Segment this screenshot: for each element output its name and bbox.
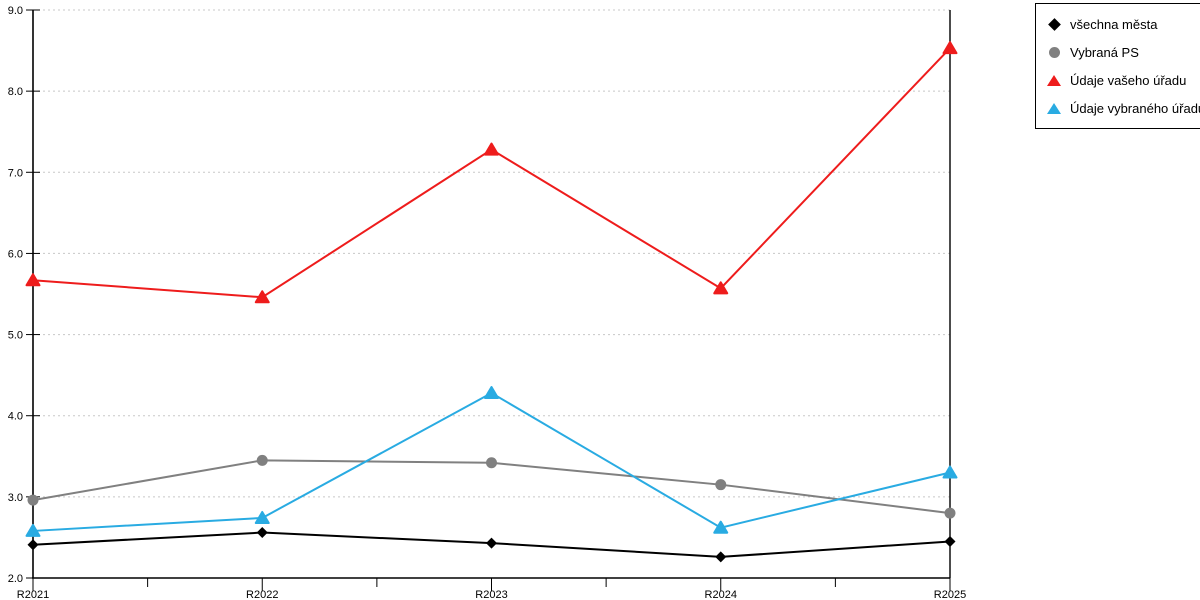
series-2 bbox=[25, 41, 958, 304]
circle-marker-icon bbox=[1046, 46, 1062, 58]
x-tick-label: R2022 bbox=[246, 589, 278, 600]
diamond-marker-icon bbox=[1046, 17, 1062, 31]
x-tick-label: R2024 bbox=[705, 589, 737, 600]
legend-label: Vybraná PS bbox=[1070, 44, 1139, 60]
series-3 bbox=[25, 385, 958, 537]
series-1 bbox=[27, 454, 956, 519]
gridlines bbox=[33, 9, 950, 498]
legend-label: všechna města bbox=[1070, 16, 1158, 32]
axes bbox=[32, 10, 951, 579]
y-tick-label: 5.0 bbox=[8, 330, 23, 342]
legend-item-vsechna-mesta: všechna města bbox=[1046, 10, 1200, 38]
x-tick-label: R2025 bbox=[934, 589, 966, 600]
series-0 bbox=[27, 527, 956, 563]
y-tick-label: 7.0 bbox=[8, 167, 23, 179]
y-tick-label: 3.0 bbox=[8, 492, 23, 504]
triangle-up-icon bbox=[1046, 74, 1062, 86]
x-tick-label: R2023 bbox=[475, 589, 507, 600]
y-tick-label: 2.0 bbox=[8, 573, 23, 585]
y-tick-label: 4.0 bbox=[8, 411, 23, 423]
legend-label: Údaje vybraného úřadu bbox=[1070, 100, 1200, 116]
legend: všechna města Vybraná PS Údaje vašeho úř… bbox=[1035, 3, 1200, 129]
legend-item-udaje-vaseho-uradu: Údaje vašeho úřadu bbox=[1046, 66, 1200, 94]
y-tick-label: 9.0 bbox=[8, 5, 23, 17]
legend-label: Údaje vašeho úřadu bbox=[1070, 72, 1187, 88]
x-axis-ticks: R2021 R2022 R2023 R2024 R2025 bbox=[17, 578, 966, 600]
x-tick-label: R2021 bbox=[17, 589, 49, 600]
legend-item-udaje-vybraneho-uradu: Údaje vybraného úřadu bbox=[1046, 94, 1200, 122]
y-tick-label: 6.0 bbox=[8, 248, 23, 260]
triangle-up-icon bbox=[1046, 102, 1062, 114]
legend-item-vybrana-ps: Vybraná PS bbox=[1046, 38, 1200, 66]
y-axis-ticks: 2.0 3.0 4.0 5.0 6.0 7.0 8.0 9.0 bbox=[8, 5, 40, 585]
y-tick-label: 8.0 bbox=[8, 86, 23, 98]
